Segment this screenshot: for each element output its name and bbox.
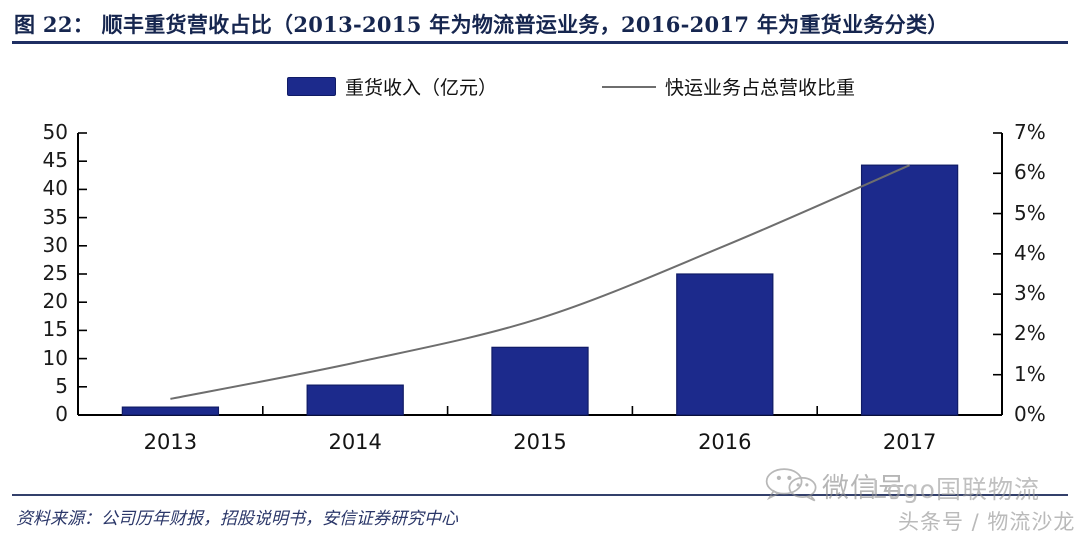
footer-divider bbox=[12, 494, 1068, 496]
chart-bar-series bbox=[121, 164, 959, 416]
bar bbox=[860, 164, 959, 416]
x-axis-tick-label: 2016 bbox=[698, 430, 752, 454]
y-axis-left-tick-label: 0 bbox=[55, 402, 68, 426]
y-axis-left-tick-label: 15 bbox=[42, 317, 68, 342]
y-axis-left-tick-label: 20 bbox=[42, 289, 68, 314]
y-axis-left-tick-label: 30 bbox=[42, 232, 68, 257]
y-axis-left-tick-label: 50 bbox=[42, 120, 68, 144]
title-divider bbox=[12, 41, 1068, 44]
page-title: 图 22： 顺丰重货营收占比（2013-2015 年为物流普运业务，2016-2… bbox=[14, 12, 949, 37]
bar bbox=[676, 273, 774, 416]
chart-line-series bbox=[170, 164, 910, 400]
bar bbox=[491, 346, 589, 416]
y-axis-left-tick-label: 45 bbox=[42, 148, 68, 173]
y-axis-right-tick-label: 5% bbox=[1014, 200, 1046, 225]
y-axis-right-tick-label: 1% bbox=[1014, 361, 1046, 386]
bar bbox=[121, 406, 220, 416]
bar bbox=[306, 384, 404, 416]
legend-swatch-bar-icon bbox=[287, 77, 336, 96]
legend-label-bar: 重货收入（亿元） bbox=[345, 77, 498, 99]
x-axis-tick-label: 2013 bbox=[143, 430, 198, 454]
y-axis-left-tick-label: 10 bbox=[42, 345, 68, 370]
y-axis-right-tick-label: 3% bbox=[1014, 281, 1046, 306]
x-axis-tick-label: 2015 bbox=[513, 430, 567, 454]
y-axis-left-tick-label: 35 bbox=[42, 204, 68, 229]
x-axis-tick-label: 2014 bbox=[328, 430, 382, 454]
y-axis-left-tick-label: 25 bbox=[42, 261, 68, 285]
y-axis-right-tick-label: 4% bbox=[1014, 240, 1046, 265]
legend-item-bar[interactable]: 重货收入（亿元） bbox=[287, 73, 497, 100]
chart-legend: 重货收入（亿元） 快运业务占总营收比重 bbox=[0, 70, 1080, 106]
legend-label-line: 快运业务占总营收比重 bbox=[665, 77, 856, 99]
line-path bbox=[170, 164, 910, 400]
legend-line-marker-icon bbox=[602, 85, 656, 88]
y-axis-left-tick-label: 5 bbox=[55, 373, 68, 398]
x-axis-tick-label: 2017 bbox=[882, 430, 937, 454]
y-axis-right-tick-label: 7% bbox=[1014, 120, 1046, 144]
y-axis-right-tick-label: 2% bbox=[1014, 321, 1046, 346]
title-block: 图 22： 顺丰重货营收占比（2013-2015 年为物流普运业务，2016-2… bbox=[0, 0, 1080, 48]
y-axis-right-tick-label: 0% bbox=[1014, 402, 1046, 426]
y-axis-right-tick-label: 6% bbox=[1014, 160, 1046, 185]
source-note: 资料来源：公司历年财报，招股说明书，安信证券研究中心 bbox=[16, 509, 458, 529]
legend-item-line[interactable]: 快运业务占总营收比重 bbox=[602, 73, 855, 100]
y-axis-left-tick-label: 40 bbox=[42, 176, 68, 201]
